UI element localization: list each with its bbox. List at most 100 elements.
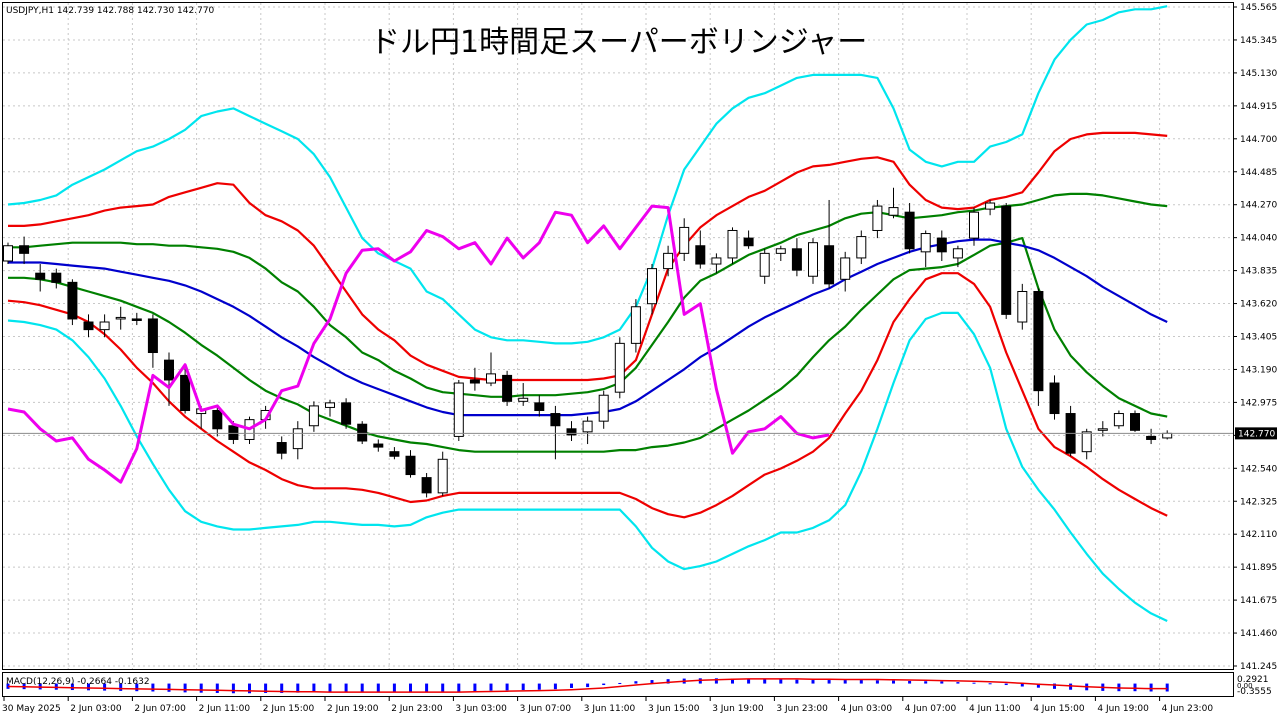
y-tick-label: 145.130 (1240, 69, 1277, 79)
candle-body (952, 248, 963, 259)
candle (711, 253, 722, 274)
macd-histogram-bar (1149, 683, 1153, 692)
y-tick-label: 144.040 (1240, 234, 1277, 244)
candle-body (566, 428, 577, 436)
macd-histogram-bar (409, 683, 412, 693)
macd-histogram-bar (602, 683, 606, 686)
macd-histogram-bar (183, 683, 187, 693)
candle (308, 401, 319, 432)
macd-histogram-bar (956, 682, 960, 684)
candle-body (1113, 413, 1124, 427)
candle (1033, 288, 1044, 406)
candle (502, 370, 513, 406)
macd-histogram-bar (231, 683, 235, 694)
candle-body (228, 425, 239, 440)
candle-body (131, 318, 142, 321)
candle-body (775, 248, 786, 254)
macd-histogram-bar (553, 683, 557, 690)
candle-body (292, 428, 303, 450)
macd-histogram-bar (264, 683, 268, 693)
candles (3, 187, 1173, 498)
y-tick-label: 144.700 (1240, 135, 1277, 145)
candle (920, 230, 931, 268)
macd-histogram-bar (473, 683, 477, 692)
current-price-box (1235, 427, 1277, 440)
candle (630, 299, 641, 353)
candle (131, 312, 142, 326)
candle (808, 238, 818, 284)
candle (598, 390, 609, 429)
macd-histogram-bar (908, 680, 912, 684)
candle (1130, 410, 1140, 432)
macd-histogram-bar (924, 681, 928, 684)
x-tick-label: 30 May 2025 (2, 704, 61, 714)
current-price-label: 142.770 (1238, 429, 1275, 439)
y-tick-label: 142.325 (1240, 497, 1277, 507)
candle (614, 337, 625, 399)
candle (791, 238, 802, 277)
y-tick-label: 143.405 (1240, 333, 1277, 343)
candle (1049, 375, 1060, 420)
macd-histogram-bar (859, 680, 863, 684)
candle-body (872, 205, 883, 231)
y-tick-label: 142.110 (1240, 530, 1277, 540)
candle (421, 473, 432, 498)
x-tick-label: 3 Jun 11:00 (584, 704, 636, 714)
candle-body (180, 374, 191, 411)
candle-body (341, 402, 352, 425)
candle (1017, 283, 1028, 330)
x-tick-label: 2 Jun 11:00 (199, 704, 251, 714)
candle (405, 450, 416, 478)
macd-histogram-bar (312, 683, 316, 693)
candle-body (840, 257, 851, 280)
y-tick-label: 144.485 (1240, 168, 1277, 178)
candle-body (469, 379, 480, 384)
y-tick-label: 145.565 (1240, 3, 1277, 13)
candle-body (437, 458, 448, 494)
candle-body (1049, 382, 1060, 415)
x-tick-label: 2 Jun 03:00 (70, 704, 122, 714)
candle-body (1162, 432, 1173, 439)
macd-histogram-bar (843, 680, 847, 684)
x-axis: 30 May 2025 2 Jun 03:00 2 Jun 07:00 2 Jun 1… (2, 697, 1213, 714)
candle (647, 264, 657, 315)
candle (759, 248, 770, 284)
candle-body (1001, 205, 1012, 315)
macd-histogram-bar (103, 683, 107, 691)
candle (872, 199, 883, 239)
candle (969, 207, 979, 246)
macd-histogram-bar (747, 678, 751, 684)
macd-histogram-bar (763, 679, 767, 684)
candle (325, 399, 335, 417)
macd-histogram-bar (248, 683, 251, 694)
macd-histogram-bar (1133, 683, 1137, 692)
macd-label: MACD(12,26,9) -0.2664 -0.1632 (6, 677, 150, 687)
candle-body (936, 237, 947, 253)
candle (743, 230, 754, 249)
macd-histogram-bar (87, 683, 90, 691)
candle-body (1017, 290, 1028, 323)
candle-body (147, 318, 158, 354)
candle (904, 203, 915, 254)
candle-body (389, 451, 400, 457)
y-tick-label: 141.675 (1240, 596, 1277, 606)
candle-body (582, 420, 593, 433)
candle (341, 398, 352, 429)
candle-body (421, 477, 432, 494)
candle-body (164, 359, 174, 381)
candle (1097, 421, 1108, 437)
candle (727, 227, 738, 265)
candle (437, 451, 448, 496)
x-tick-label: 2 Jun 23:00 (391, 704, 443, 714)
candle-body (679, 226, 690, 254)
candle-body (308, 405, 319, 427)
candle-body (534, 402, 545, 411)
candle-body (67, 281, 78, 320)
lagging-span (7, 204, 830, 484)
candle-body (83, 321, 94, 331)
macd-histogram-bar (811, 680, 815, 684)
y-tick-label: 142.975 (1240, 398, 1277, 408)
macd-histogram-bar (521, 683, 525, 691)
candle-body (453, 382, 464, 437)
